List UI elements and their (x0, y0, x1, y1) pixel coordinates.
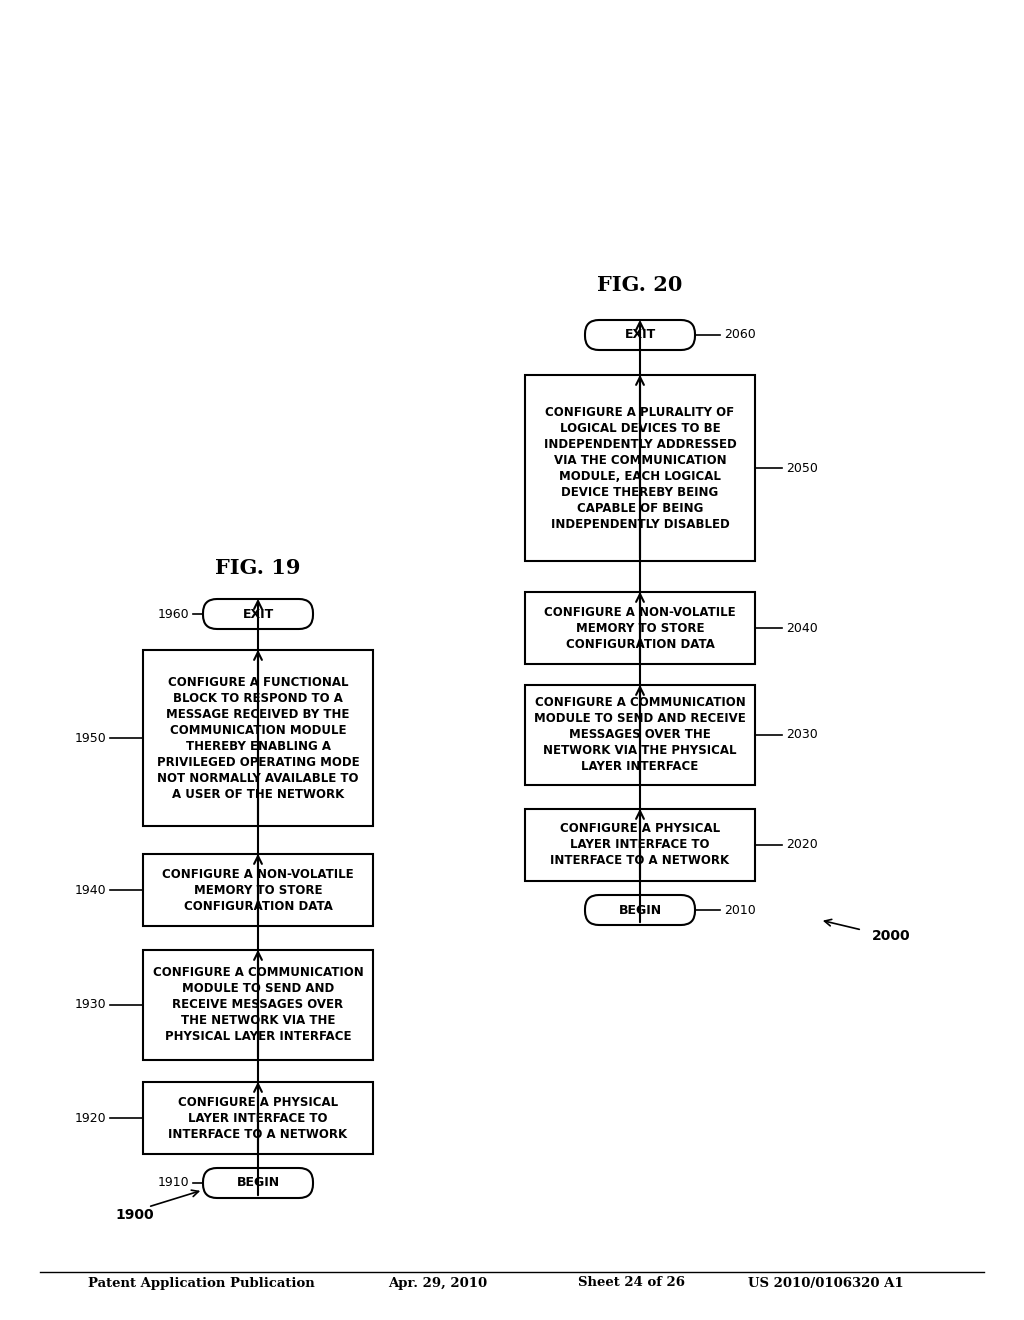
Text: US 2010/0106320 A1: US 2010/0106320 A1 (748, 1276, 903, 1290)
FancyBboxPatch shape (203, 599, 313, 630)
Text: 1940: 1940 (75, 883, 106, 896)
Text: 2000: 2000 (872, 929, 910, 942)
Text: BEGIN: BEGIN (618, 903, 662, 916)
Text: Sheet 24 of 26: Sheet 24 of 26 (578, 1276, 685, 1290)
FancyBboxPatch shape (585, 319, 695, 350)
Text: FIG. 20: FIG. 20 (597, 275, 683, 294)
FancyBboxPatch shape (143, 649, 373, 826)
Text: CONFIGURE A PHYSICAL
LAYER INTERFACE TO
INTERFACE TO A NETWORK: CONFIGURE A PHYSICAL LAYER INTERFACE TO … (168, 1096, 347, 1140)
Text: EXIT: EXIT (625, 329, 655, 342)
Text: 1900: 1900 (115, 1208, 154, 1222)
Text: CONFIGURE A COMMUNICATION
MODULE TO SEND AND RECEIVE
MESSAGES OVER THE
NETWORK V: CONFIGURE A COMMUNICATION MODULE TO SEND… (535, 697, 745, 774)
Text: 1910: 1910 (158, 1176, 189, 1189)
Text: CONFIGURE A NON-VOLATILE
MEMORY TO STORE
CONFIGURATION DATA: CONFIGURE A NON-VOLATILE MEMORY TO STORE… (544, 606, 736, 651)
Text: 2050: 2050 (786, 462, 818, 474)
Text: 2020: 2020 (786, 838, 818, 851)
Text: BEGIN: BEGIN (237, 1176, 280, 1189)
Text: CONFIGURE A PHYSICAL
LAYER INTERFACE TO
INTERFACE TO A NETWORK: CONFIGURE A PHYSICAL LAYER INTERFACE TO … (551, 822, 729, 867)
Text: 2040: 2040 (786, 622, 818, 635)
FancyBboxPatch shape (143, 950, 373, 1060)
Text: 2030: 2030 (786, 729, 818, 742)
Text: CONFIGURE A FUNCTIONAL
BLOCK TO RESPOND TO A
MESSAGE RECEIVED BY THE
COMMUNICATI: CONFIGURE A FUNCTIONAL BLOCK TO RESPOND … (157, 676, 359, 800)
Text: CONFIGURE A NON-VOLATILE
MEMORY TO STORE
CONFIGURATION DATA: CONFIGURE A NON-VOLATILE MEMORY TO STORE… (162, 867, 354, 912)
Text: 2060: 2060 (724, 329, 756, 342)
Text: 1920: 1920 (75, 1111, 106, 1125)
Text: 2010: 2010 (724, 903, 756, 916)
Text: CONFIGURE A COMMUNICATION
MODULE TO SEND AND
RECEIVE MESSAGES OVER
THE NETWORK V: CONFIGURE A COMMUNICATION MODULE TO SEND… (153, 966, 364, 1044)
Text: 1950: 1950 (75, 731, 106, 744)
Text: Apr. 29, 2010: Apr. 29, 2010 (388, 1276, 487, 1290)
Text: EXIT: EXIT (243, 607, 273, 620)
Text: CONFIGURE A PLURALITY OF
LOGICAL DEVICES TO BE
INDEPENDENTLY ADDRESSED
VIA THE C: CONFIGURE A PLURALITY OF LOGICAL DEVICES… (544, 405, 736, 531)
FancyBboxPatch shape (143, 1082, 373, 1154)
Text: Patent Application Publication: Patent Application Publication (88, 1276, 314, 1290)
FancyBboxPatch shape (203, 1168, 313, 1199)
FancyBboxPatch shape (525, 591, 755, 664)
FancyBboxPatch shape (525, 809, 755, 880)
FancyBboxPatch shape (525, 375, 755, 561)
FancyBboxPatch shape (525, 685, 755, 785)
Text: 1960: 1960 (158, 607, 189, 620)
FancyBboxPatch shape (143, 854, 373, 927)
Text: 1930: 1930 (75, 998, 106, 1011)
FancyBboxPatch shape (585, 895, 695, 925)
Text: FIG. 19: FIG. 19 (215, 558, 301, 578)
